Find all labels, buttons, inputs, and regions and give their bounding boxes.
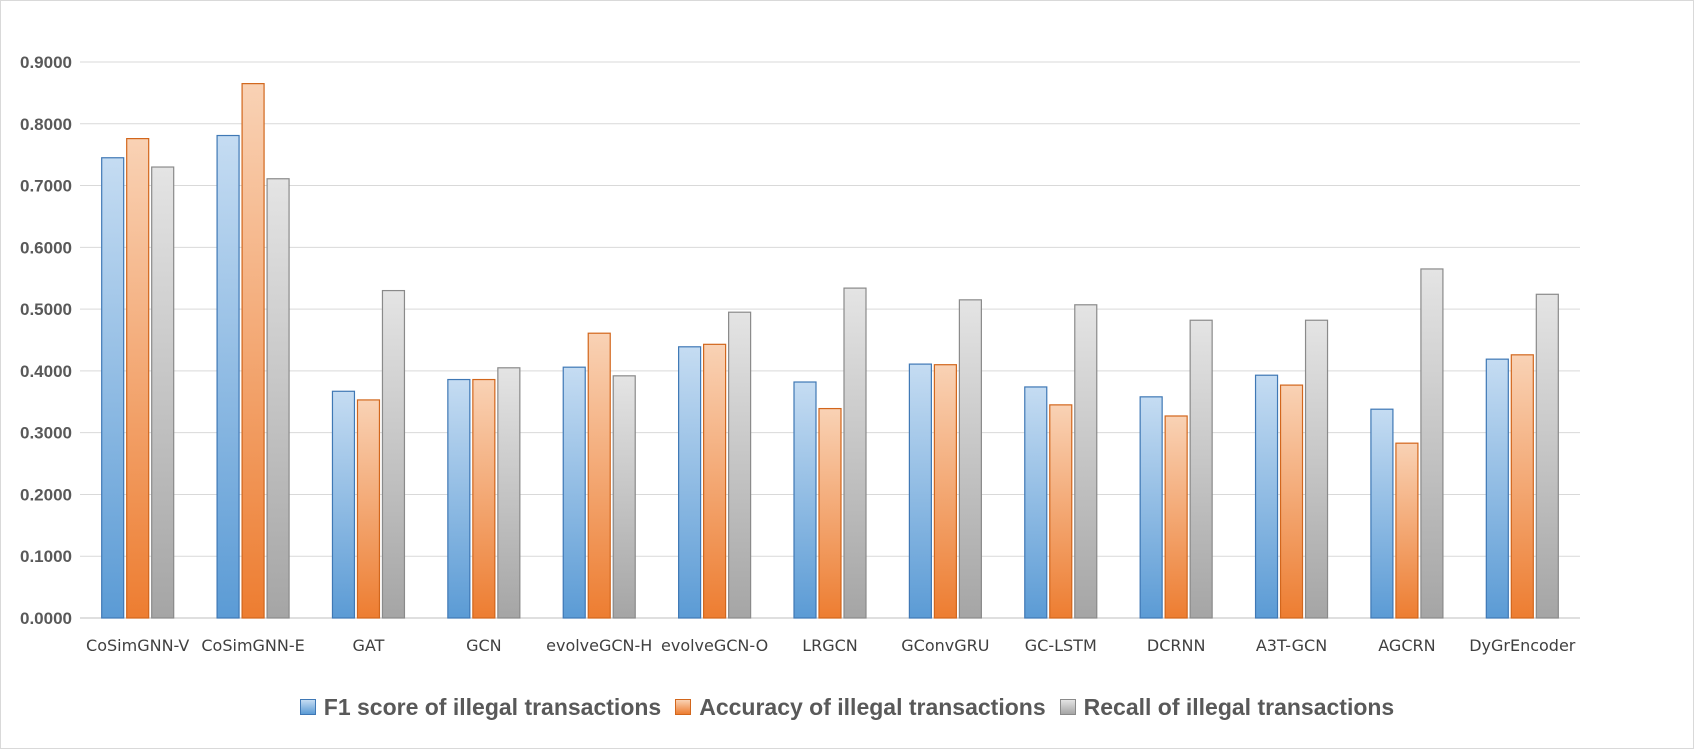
y-tick-label: 0.9000 [20, 53, 72, 72]
bar-DCRNN-s1 [1164, 415, 1188, 619]
bar-CoSimGNN-V-s2 [151, 166, 175, 619]
bar-GAT-s1 [356, 399, 381, 619]
y-tick-label: 0.3000 [20, 424, 72, 443]
bar-A3T-GCN-s0 [1254, 374, 1279, 619]
bar-DCRNN-s2 [1189, 319, 1213, 619]
x-tick-label: A3T-GCN [1256, 636, 1327, 655]
bar-GCN-s1 [472, 378, 496, 619]
bar-GAT-s2 [381, 289, 406, 619]
legend-item-f1: F1 score of illegal transactions [299, 693, 662, 721]
legend-item-accuracy: Accuracy of illegal transactions [675, 693, 1046, 721]
x-tick-label: GC-LSTM [1025, 636, 1097, 655]
bar-LRGCN-s2 [843, 287, 867, 619]
bar-DyGrEncoder-s1 [1510, 354, 1534, 619]
bar-A3T-GCN-s1 [1279, 384, 1304, 619]
x-tick-label: CoSimGNN-V [86, 636, 189, 655]
y-axis-ticks: 0.0000 0.1000 0.2000 0.3000 0.4000 0.5000 0.60… [20, 53, 72, 628]
bar-GConvGRU-s1 [933, 364, 957, 619]
bar-DyGrEncoder-s0 [1485, 358, 1509, 619]
bar-LRGCN-s0 [793, 381, 817, 619]
bar-GC-LSTM-s2 [1074, 304, 1098, 619]
y-tick-label: 0.2000 [20, 485, 72, 504]
bar-evolveGCN-O-s2 [728, 311, 752, 619]
bar-evolveGCN-O-s0 [678, 346, 702, 619]
legend: F1 score of illegal transactions Accurac… [0, 692, 1694, 722]
bar-GConvGRU-s0 [908, 363, 932, 619]
legend-swatch-accuracy [675, 699, 692, 715]
x-tick-label: GConvGRU [901, 636, 989, 655]
legend-item-recall: Recall of illegal transactions [1059, 693, 1395, 721]
gridlines [80, 61, 1580, 619]
bar-GConvGRU-s2 [958, 299, 982, 619]
bar-DyGrEncoder-s2 [1535, 293, 1559, 619]
bar-evolveGCN-O-s1 [703, 343, 727, 619]
x-tick-label: evolveGCN-O [661, 636, 768, 655]
bar-evolveGCN-H-s1 [587, 332, 611, 619]
x-tick-label: GAT [353, 636, 385, 655]
x-tick-label: LRGCN [802, 636, 858, 655]
y-tick-label: 0.6000 [20, 238, 72, 257]
bars [101, 83, 1559, 619]
bar-evolveGCN-H-s0 [562, 366, 586, 619]
y-tick-label: 0.0000 [20, 609, 72, 628]
legend-swatch-recall [1059, 699, 1076, 715]
y-tick-label: 0.8000 [20, 115, 72, 134]
y-tick-label: 0.1000 [20, 547, 72, 566]
legend-label-f1: F1 score of illegal transactions [323, 693, 662, 720]
bar-CoSimGNN-E-s2 [266, 178, 290, 619]
x-tick-label: DCRNN [1147, 636, 1206, 655]
y-tick-label: 0.7000 [20, 177, 72, 196]
bar-GC-LSTM-s1 [1049, 404, 1073, 619]
x-tick-label: evolveGCN-H [546, 636, 652, 655]
x-tick-label: CoSimGNN-E [201, 636, 304, 655]
bar-AGCRN-s2 [1420, 268, 1444, 619]
y-tick-label: 0.4000 [20, 362, 72, 381]
y-tick-label: 0.5000 [20, 300, 72, 319]
bar-GC-LSTM-s0 [1024, 386, 1048, 619]
bar-CoSimGNN-V-s0 [101, 157, 125, 619]
bar-A3T-GCN-s2 [1304, 319, 1329, 619]
x-tick-label: AGCRN [1378, 636, 1435, 655]
bar-CoSimGNN-E-s0 [216, 134, 240, 619]
x-axis-ticks: CoSimGNN-V CoSimGNN-E GAT GCN evolveGCN-H evo… [86, 636, 1576, 655]
legend-label-recall: Recall of illegal transactions [1083, 693, 1395, 720]
legend-label-accuracy: Accuracy of illegal transactions [699, 693, 1046, 720]
x-tick-label: DyGrEncoder [1469, 636, 1576, 655]
bar-AGCRN-s1 [1395, 442, 1419, 619]
bar-GCN-s0 [447, 378, 471, 619]
bar-GAT-s0 [331, 390, 356, 619]
bar-evolveGCN-H-s2 [612, 375, 636, 619]
bar-DCRNN-s0 [1139, 396, 1163, 619]
bar-GCN-s2 [497, 367, 521, 619]
bar-CoSimGNN-E-s1 [241, 83, 265, 619]
x-tick-label: GCN [466, 636, 502, 655]
bar-LRGCN-s1 [818, 407, 842, 619]
bar-CoSimGNN-V-s1 [126, 138, 150, 619]
legend-swatch-f1 [299, 699, 316, 715]
bar-AGCRN-s0 [1370, 408, 1394, 619]
